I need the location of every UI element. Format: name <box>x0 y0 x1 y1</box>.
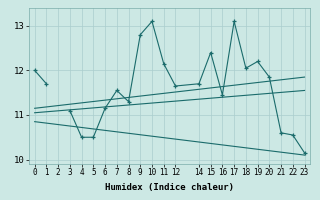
X-axis label: Humidex (Indice chaleur): Humidex (Indice chaleur) <box>105 183 234 192</box>
